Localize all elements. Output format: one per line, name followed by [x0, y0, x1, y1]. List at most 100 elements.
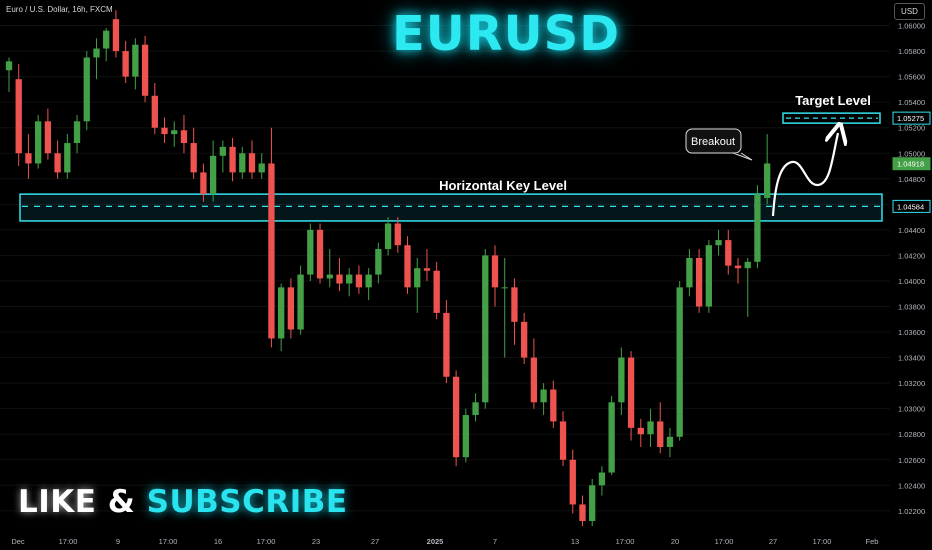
candle-body — [239, 153, 246, 173]
candle-body — [268, 163, 275, 339]
projection-arrow — [771, 133, 838, 217]
y-tick-label: 1.04400 — [898, 226, 925, 235]
y-tick-label: 1.02200 — [898, 507, 925, 516]
x-tick-label: 20 — [671, 537, 679, 546]
x-tick-label: 13 — [571, 537, 579, 546]
candle-body — [93, 48, 100, 58]
candle-body — [559, 421, 567, 460]
candle-body — [219, 146, 226, 156]
candle-body — [375, 249, 382, 275]
y-tick-label: 1.02800 — [898, 430, 925, 439]
candle-body — [365, 274, 372, 288]
price-tag — [892, 111, 931, 125]
x-tick-label: 17:00 — [616, 537, 635, 546]
candle-body — [414, 268, 421, 288]
x-tick-label: 27 — [371, 537, 379, 546]
candle-body — [394, 223, 401, 246]
y-tick-label: 1.03800 — [898, 303, 925, 312]
key-level-box — [19, 193, 883, 222]
candle-body — [618, 357, 625, 403]
candle-body — [443, 312, 450, 377]
price-tag — [892, 157, 931, 171]
candle-body — [404, 245, 411, 288]
y-tick-label: 1.05000 — [898, 149, 925, 158]
y-tick-label: 1.05600 — [898, 73, 925, 82]
candle-body — [608, 402, 615, 473]
currency-button[interactable]: USD — [894, 3, 925, 20]
candle-body — [209, 155, 217, 195]
y-tick-label: 1.02400 — [898, 481, 925, 490]
price-tag — [892, 199, 931, 213]
y-tick-label: 1.03200 — [898, 379, 925, 388]
candle-body — [705, 245, 712, 307]
candle-body — [103, 30, 110, 49]
candle-body — [511, 287, 518, 322]
candle-body — [501, 287, 508, 289]
price-tag-label: 1.05275 — [897, 114, 924, 123]
candle-body — [73, 121, 81, 144]
candle-body — [433, 270, 440, 313]
candle-body — [15, 79, 22, 154]
candle-body — [725, 240, 732, 266]
y-tick-label: 1.02600 — [898, 456, 925, 465]
candle-body — [579, 504, 586, 522]
breakout-callout-box — [685, 128, 742, 154]
breakout-callout-pointer — [732, 152, 753, 161]
candle-body — [112, 19, 120, 52]
candle-body — [141, 44, 149, 96]
candle-body — [190, 143, 197, 173]
candle-body — [550, 389, 557, 422]
candle-body — [491, 255, 499, 288]
candle-body — [248, 153, 256, 173]
candle-body — [258, 163, 265, 173]
cta-like: LIKE — [18, 484, 97, 520]
candle-body — [472, 402, 479, 416]
x-tick-label: Dec — [11, 537, 25, 546]
cta-ampersand: & — [107, 484, 136, 520]
y-tick-label: 1.04000 — [898, 277, 925, 286]
candle-body — [44, 121, 52, 154]
candle-body — [132, 44, 139, 77]
x-tick-label: 17:00 — [257, 537, 276, 546]
target-level-label: Target Level — [795, 93, 871, 108]
candle-body — [171, 130, 178, 135]
x-tick-label: 27 — [769, 537, 777, 546]
y-tick-label: 1.03400 — [898, 354, 925, 363]
candle-body — [346, 274, 353, 284]
candle-body — [151, 95, 158, 128]
price-tag-label: 1.04584 — [897, 202, 924, 211]
candle-body — [686, 257, 693, 288]
candle-body — [627, 357, 635, 428]
candle-body — [637, 427, 644, 435]
y-tick-label: 1.05800 — [898, 47, 925, 56]
candle-body — [482, 255, 489, 403]
chart-title: EURUSD — [391, 6, 621, 62]
candle-body — [744, 261, 751, 269]
key-level-label: Horizontal Key Level — [439, 178, 567, 193]
candle-body — [676, 287, 683, 437]
x-tick-label: Feb — [866, 537, 879, 546]
candle-body — [83, 57, 90, 122]
x-tick-label: 17:00 — [59, 537, 78, 546]
candle-body — [569, 459, 576, 505]
candle-body — [278, 287, 285, 339]
x-tick-label: 17:00 — [813, 537, 832, 546]
candle-body — [384, 223, 392, 250]
candle-body — [316, 229, 324, 279]
candle-body — [462, 415, 469, 458]
candle-body — [326, 274, 333, 279]
x-tick-label: 9 — [116, 537, 120, 546]
candle-body — [161, 127, 168, 135]
y-tick-label: 1.05400 — [898, 98, 925, 107]
candle-body — [122, 51, 129, 77]
candle-body — [35, 121, 42, 164]
breakout-label: Breakout — [691, 136, 735, 148]
candle-body — [180, 130, 188, 144]
time-axis-bg — [0, 530, 932, 550]
key-level-zone: Horizontal Key Level — [19, 178, 883, 222]
x-tick-label: 17:00 — [159, 537, 178, 546]
y-tick-label: 1.03600 — [898, 328, 925, 337]
y-tick-label: 1.04800 — [898, 175, 925, 184]
candle-body — [452, 376, 460, 458]
